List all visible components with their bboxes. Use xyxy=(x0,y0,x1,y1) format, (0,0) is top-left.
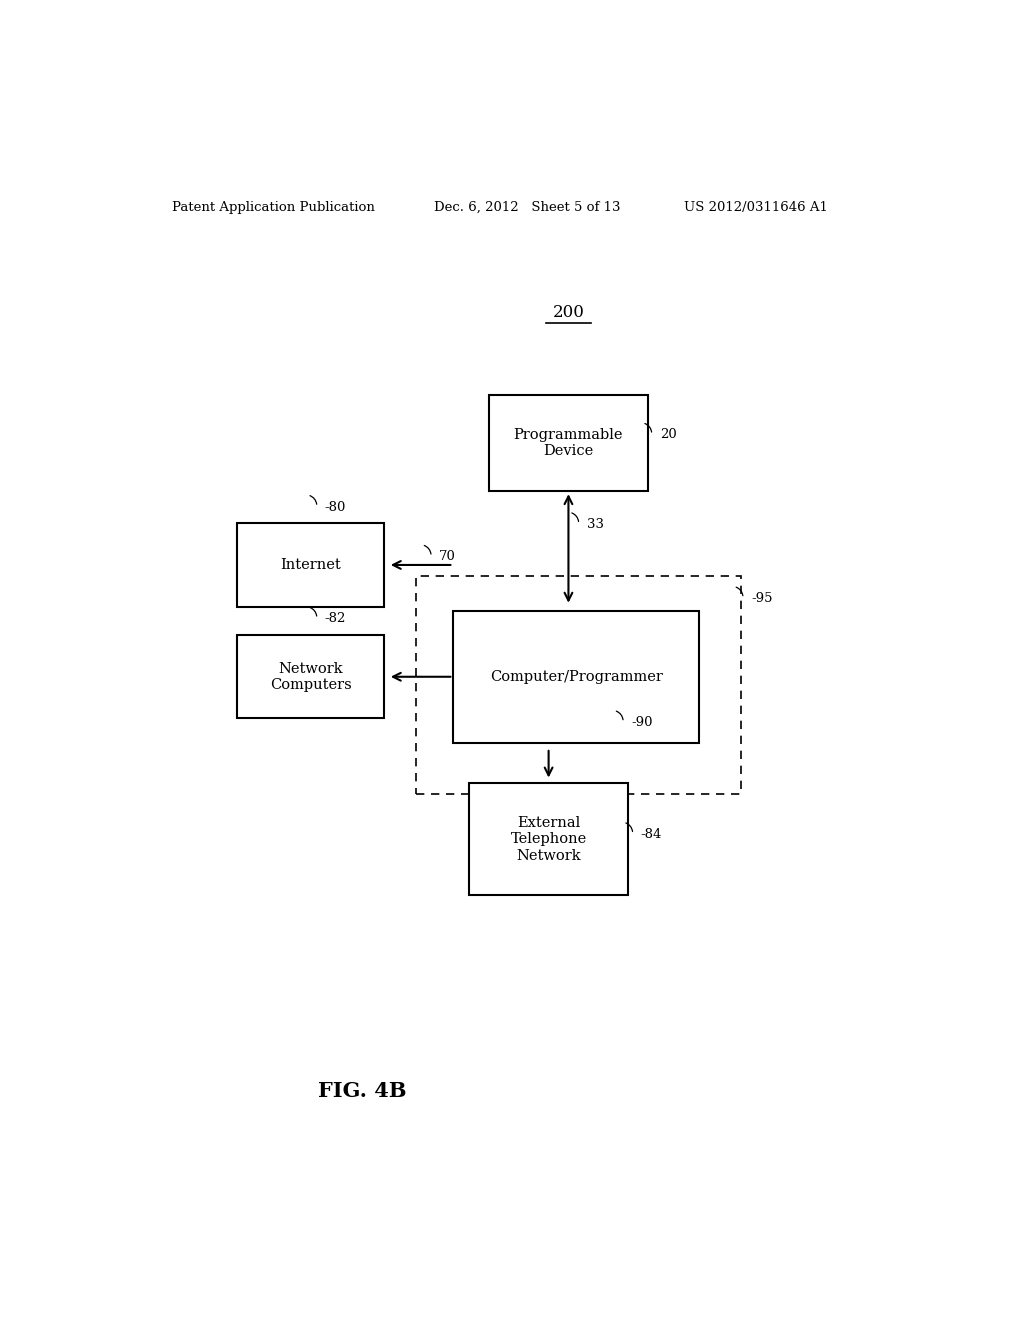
Text: External
Telephone
Network: External Telephone Network xyxy=(511,816,587,862)
Text: Patent Application Publication: Patent Application Publication xyxy=(172,201,375,214)
Text: US 2012/0311646 A1: US 2012/0311646 A1 xyxy=(684,201,827,214)
Bar xyxy=(238,523,384,607)
Text: 70: 70 xyxy=(439,550,456,564)
Text: Programmable
Device: Programmable Device xyxy=(514,428,624,458)
Bar xyxy=(238,635,384,718)
Text: FIG. 4B: FIG. 4B xyxy=(317,1081,407,1101)
Text: Internet: Internet xyxy=(281,558,341,572)
Text: -80: -80 xyxy=(325,500,346,513)
Text: Network
Computers: Network Computers xyxy=(269,661,351,692)
Bar xyxy=(469,784,628,895)
Text: 33: 33 xyxy=(587,517,604,531)
Text: 200: 200 xyxy=(553,304,585,321)
Text: -84: -84 xyxy=(641,828,663,841)
Bar xyxy=(416,576,741,795)
Text: -90: -90 xyxy=(631,715,652,729)
Text: -95: -95 xyxy=(751,591,772,605)
Text: Dec. 6, 2012   Sheet 5 of 13: Dec. 6, 2012 Sheet 5 of 13 xyxy=(433,201,621,214)
Bar xyxy=(454,611,699,743)
Text: 20: 20 xyxy=(659,429,677,441)
Text: Computer/Programmer: Computer/Programmer xyxy=(489,669,663,684)
Text: -82: -82 xyxy=(325,612,346,626)
Bar xyxy=(489,395,648,491)
